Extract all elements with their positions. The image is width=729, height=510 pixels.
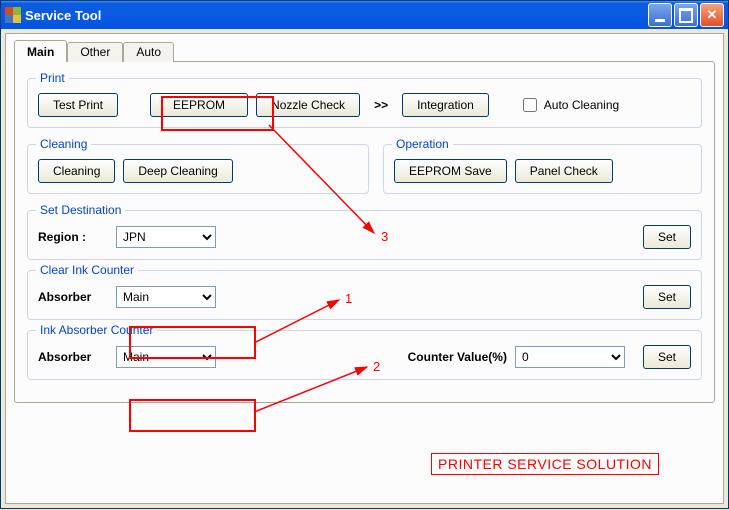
minimize-button[interactable] <box>648 3 672 27</box>
tab-main[interactable]: Main <box>14 40 67 62</box>
eeprom-button[interactable]: EEPROM <box>150 93 248 117</box>
panel-check-button[interactable]: Panel Check <box>515 159 613 183</box>
group-cleaning: Cleaning Cleaning Deep Cleaning <box>27 144 369 194</box>
legend-clear-ink: Clear Ink Counter <box>36 263 138 277</box>
legend-print: Print <box>36 71 69 85</box>
auto-cleaning-checkbox-label[interactable]: Auto Cleaning <box>519 95 619 115</box>
window-title: Service Tool <box>25 8 101 23</box>
more-indicator: >> <box>368 98 394 112</box>
app-icon <box>5 7 21 23</box>
legend-cleaning: Cleaning <box>36 137 91 151</box>
clear-ink-absorber-select[interactable]: Main <box>116 286 216 308</box>
deep-cleaning-button[interactable]: Deep Cleaning <box>123 159 232 183</box>
ink-abs-set-button[interactable]: Set <box>643 345 691 369</box>
set-destination-button[interactable]: Set <box>643 225 691 249</box>
clear-ink-set-button[interactable]: Set <box>643 285 691 309</box>
group-print: Print Test Print EEPROM Nozzle Check >> … <box>27 78 702 128</box>
eeprom-save-button[interactable]: EEPROM Save <box>394 159 507 183</box>
close-button[interactable]: ✕ <box>700 3 724 27</box>
cleaning-button[interactable]: Cleaning <box>38 159 115 183</box>
client-area: Main Other Auto Print Test Print EEPROM … <box>5 33 724 504</box>
group-ink-absorber: Ink Absorber Counter Absorber Main Count… <box>27 330 702 380</box>
title-bar: Service Tool ✕ <box>1 1 728 29</box>
group-clear-ink: Clear Ink Counter Absorber Main Set <box>27 270 702 320</box>
auto-cleaning-text: Auto Cleaning <box>544 98 619 112</box>
test-print-button[interactable]: Test Print <box>38 93 118 117</box>
group-set-destination: Set Destination Region : JPN Set <box>27 210 702 260</box>
auto-cleaning-checkbox[interactable] <box>523 98 537 112</box>
maximize-button[interactable] <box>674 3 698 27</box>
tab-panel-main: Print Test Print EEPROM Nozzle Check >> … <box>14 61 715 403</box>
legend-operation: Operation <box>392 137 453 151</box>
ink-abs-absorber-select[interactable]: Main <box>116 346 216 368</box>
group-operation: Operation EEPROM Save Panel Check <box>383 144 702 194</box>
nozzle-check-button[interactable]: Nozzle Check <box>256 93 360 117</box>
tab-other[interactable]: Other <box>67 42 123 62</box>
ink-abs-absorber-label: Absorber <box>38 350 108 364</box>
region-label: Region : <box>38 230 108 244</box>
legend-ink-absorber: Ink Absorber Counter <box>36 323 157 337</box>
app-window: Service Tool ✕ Main Other Auto Print Tes… <box>0 0 729 509</box>
tab-auto[interactable]: Auto <box>123 42 174 62</box>
counter-value-select[interactable]: 0 <box>515 346 625 368</box>
legend-set-destination: Set Destination <box>36 203 125 217</box>
counter-value-label: Counter Value(%) <box>408 350 507 364</box>
clear-ink-absorber-label: Absorber <box>38 290 108 304</box>
integration-button[interactable]: Integration <box>402 93 489 117</box>
tab-strip: Main Other Auto <box>14 40 715 62</box>
region-select[interactable]: JPN <box>116 226 216 248</box>
